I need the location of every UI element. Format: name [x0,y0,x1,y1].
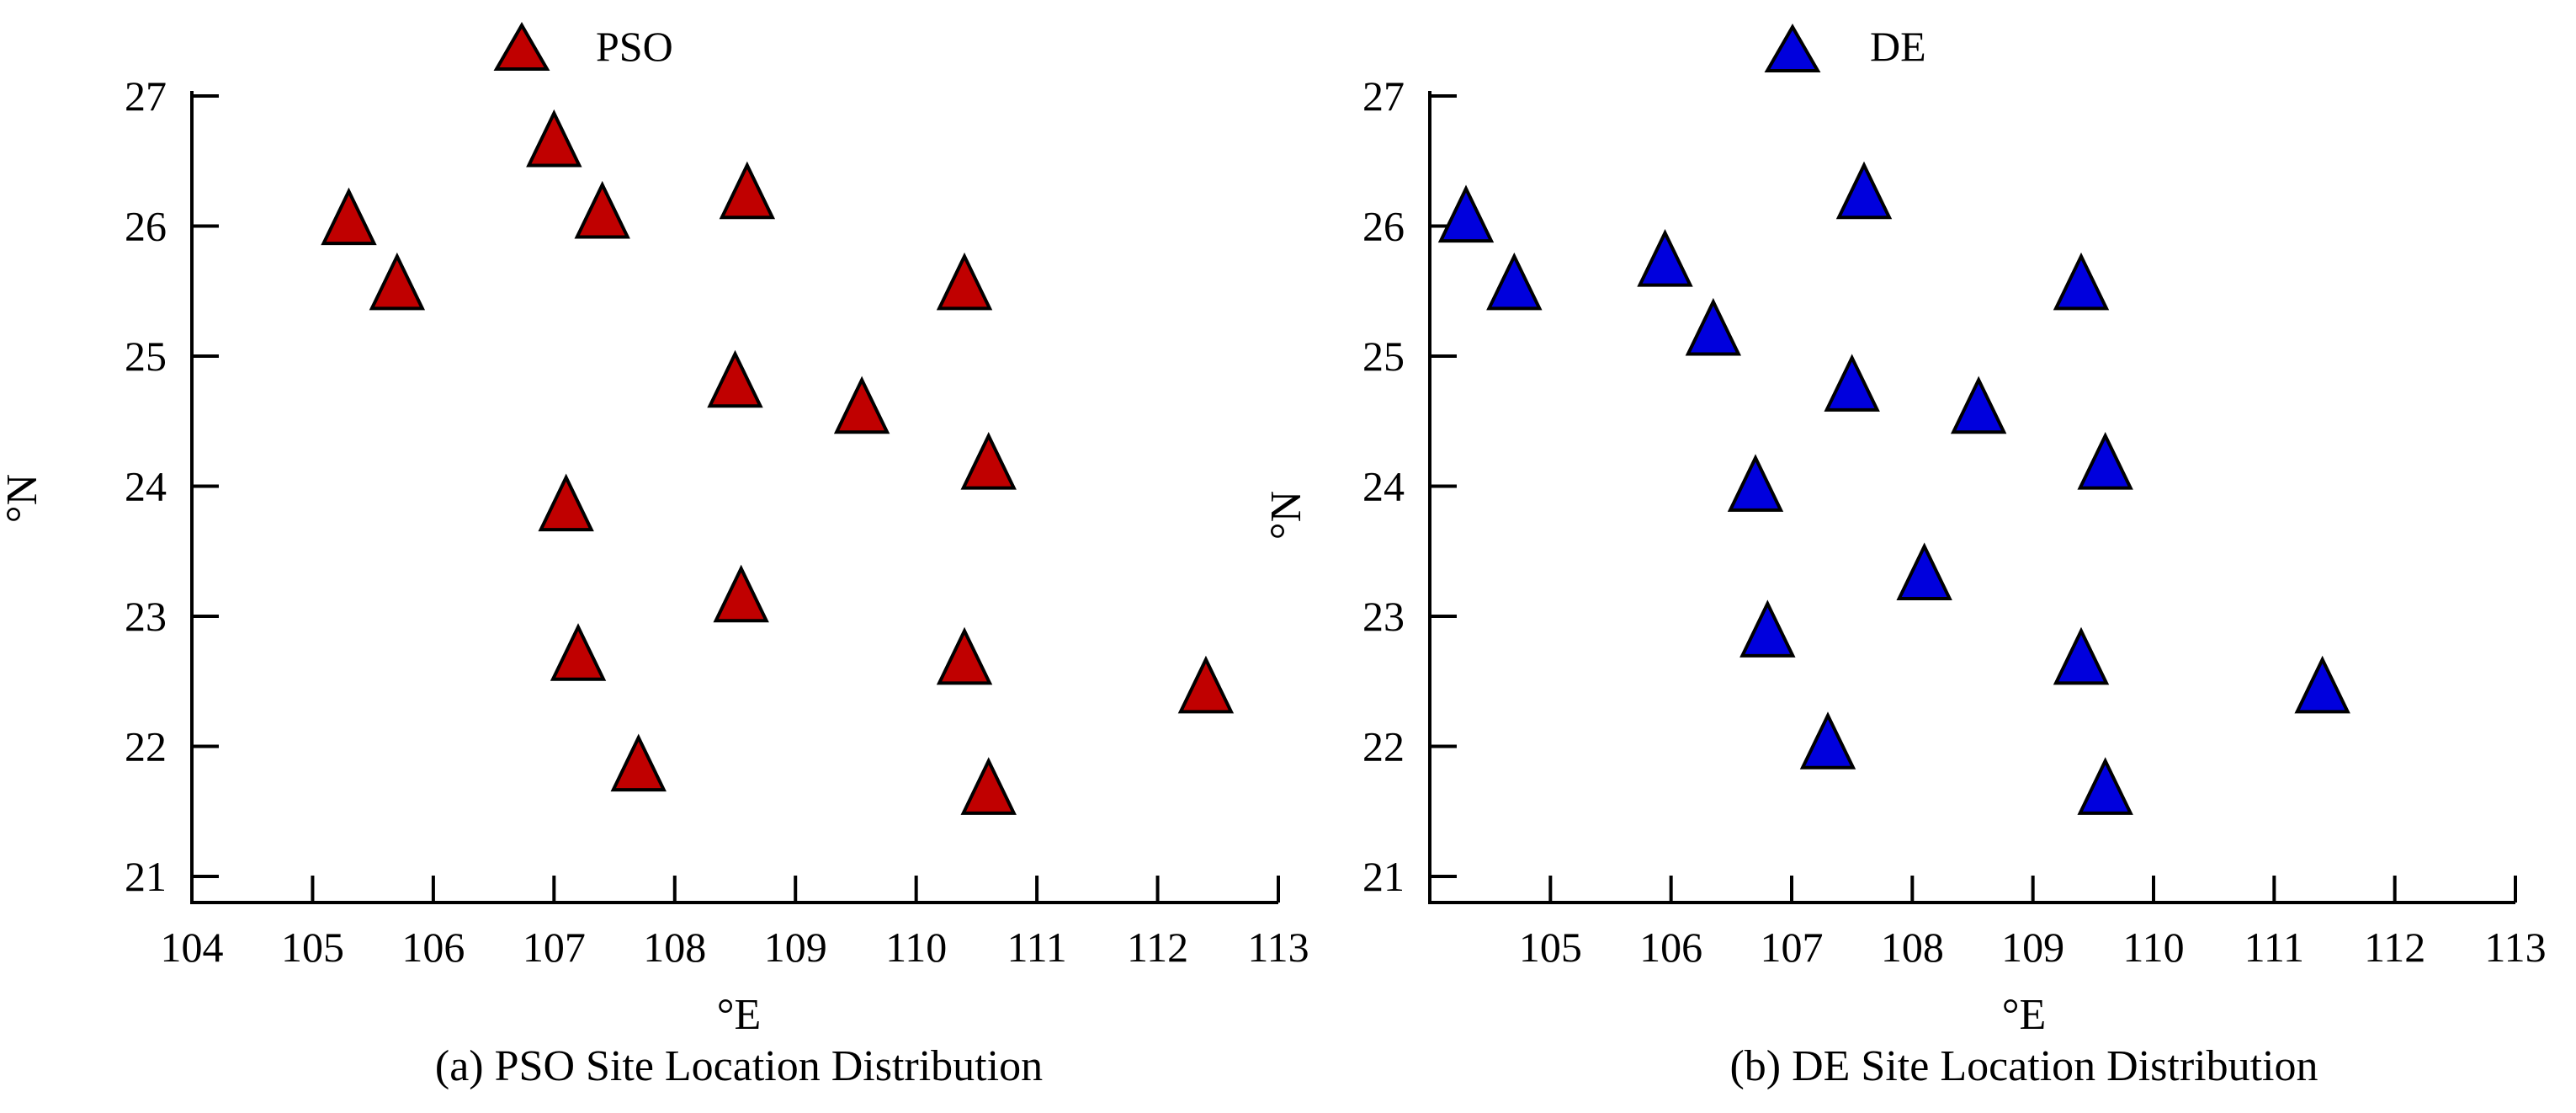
data-point [2053,626,2110,685]
x-tick-label: 112 [1127,924,1188,971]
data-point [1799,711,1856,770]
data-point [1835,161,1893,220]
y-tick-label: 27 [1362,72,1405,120]
x-tick-label: 105 [1519,924,1582,971]
panel-a-legend-marker [493,21,550,71]
data-point [713,564,769,623]
panel-a: 104 105 106 107 108 109 110 111 112 113 21 22 23 24 25… [0,21,1309,1090]
x-tick-label: 111 [2244,924,2304,971]
y-tick-label: 26 [125,203,167,250]
x-tick-label: 113 [2484,924,2546,971]
x-tick-label: 109 [2001,924,2064,971]
data-point [2077,432,2133,490]
panel-b-legend-label: DE [1870,23,1926,70]
x-tick-label: 110 [2122,924,2184,971]
data-point [833,375,890,434]
data-point [960,432,1017,490]
y-tick-label: 22 [125,723,167,770]
data-point [550,623,607,681]
panel-a-x-axis-label: °E [717,991,762,1039]
panel-b-legend-marker [1764,23,1821,72]
data-point [610,733,667,792]
x-tick-label: 106 [401,924,465,971]
panel-b-legend: DE [1764,23,1926,72]
y-tick-label: 21 [1362,853,1405,900]
x-tick-label: 113 [1247,924,1309,971]
y-tick-label: 26 [1362,203,1405,250]
data-point [719,161,776,220]
panel-a-y-axis-label: °N [0,474,46,523]
data-point [538,473,594,532]
data-point [1486,252,1543,311]
x-tick-label: 106 [1639,924,1702,971]
panel-a-caption: (a) PSO Site Location Distribution [435,1042,1043,1090]
data-point [1727,454,1784,512]
y-tick-label: 25 [1362,333,1405,380]
y-tick-label: 24 [125,463,167,510]
y-tick-label: 27 [125,72,167,120]
panel-b-ticks: 105 106 107 108 109 110 111 112 113 21 22 23 24 25 26 2… [1362,72,2547,971]
x-tick-label: 112 [2364,924,2425,971]
x-tick-label: 107 [1761,924,1824,971]
y-tick-label: 22 [1362,723,1405,770]
data-point [1950,375,2007,434]
data-point [369,252,426,311]
panel-a-ticks: 104 105 106 107 108 109 110 111 112 113 21 22 23 24 25… [125,72,1309,971]
y-tick-label: 21 [125,853,167,900]
panel-b: 105 106 107 108 109 110 111 112 113 21 22 23 24 25 26 2… [1262,23,2547,1090]
x-tick-label: 105 [281,924,344,971]
data-point [960,757,1017,815]
panel-b-x-axis-label: °E [2002,991,2047,1039]
panel-b-y-axis-label: °N [1262,491,1310,540]
x-tick-label: 108 [1881,924,1944,971]
data-point [936,252,993,311]
data-point [2053,252,2110,311]
x-tick-label: 110 [885,924,947,971]
data-point [1739,599,1796,658]
data-point [2077,757,2133,815]
panel-b-caption: (b) DE Site Location Distribution [1729,1042,2318,1090]
panel-a-legend: PSO [493,21,673,71]
data-point [574,180,630,239]
panel-a-marks [321,109,1235,815]
x-tick-label: 107 [523,924,586,971]
data-point [1896,542,1952,600]
data-point [936,626,993,685]
data-point [707,349,763,408]
panel-b-marks [1437,161,2350,815]
data-point [1637,229,1693,287]
x-tick-label: 109 [764,924,827,971]
data-point [1177,655,1235,714]
data-point [1824,354,1880,412]
panel-b-axes [1428,91,2515,904]
y-tick-label: 23 [125,593,167,640]
y-tick-label: 23 [1362,593,1405,640]
y-tick-label: 25 [125,333,167,380]
data-point [1685,297,1742,356]
data-point [2294,655,2350,714]
y-tick-label: 24 [1362,463,1405,510]
data-point [526,109,582,168]
x-tick-label: 108 [643,924,706,971]
panel-a-legend-label: PSO [596,23,673,70]
x-tick-label: 111 [1006,924,1066,971]
data-point [321,187,377,246]
data-point [1437,184,1495,243]
x-tick-label: 104 [161,924,224,971]
